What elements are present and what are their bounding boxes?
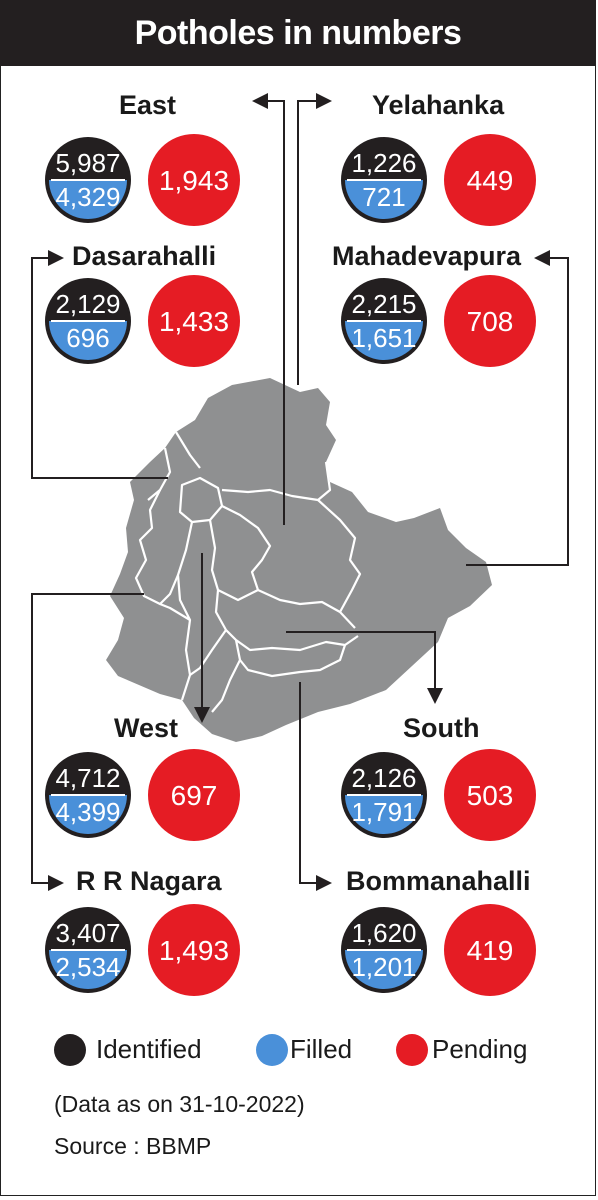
arrowhead-bommanahalli	[316, 875, 332, 891]
pending-circle	[148, 904, 240, 996]
pending-value: 1,943	[159, 165, 229, 196]
arrowhead-south	[427, 688, 443, 704]
pending-value: 503	[467, 780, 514, 811]
zone-east: 5,987 4,329 1,943	[45, 134, 240, 226]
arrowhead-mahadevapura	[534, 250, 550, 266]
pending-circle	[444, 904, 536, 996]
zone-label-bommanahalli: Bommanahalli	[346, 866, 531, 896]
arrowhead-rrnagara	[48, 875, 64, 891]
identified-value: 1,620	[351, 918, 416, 948]
zone-yelahanka: 1,226 721 449	[341, 134, 536, 226]
connector-lines	[31, 100, 569, 884]
identified-value: 5,987	[55, 148, 120, 178]
filled-value: 721	[362, 182, 405, 212]
pending-circle	[444, 275, 536, 367]
identified-value: 1,226	[351, 148, 416, 178]
title-bar	[0, 0, 596, 66]
data-date-note: (Data as on 31-10-2022)	[54, 1091, 305, 1117]
pending-circle	[148, 134, 240, 226]
zone-bommanahalli: 1,620 1,201 419	[341, 904, 536, 996]
legend-identified-label: Identified	[96, 1034, 202, 1064]
pending-value: 1,433	[159, 306, 229, 337]
zone-label-east: East	[119, 90, 177, 120]
filled-value: 1,201	[351, 952, 416, 982]
filled-value: 1,791	[351, 797, 416, 827]
legend-filled-dot	[256, 1034, 288, 1066]
identified-value: 3,407	[55, 918, 120, 948]
pending-circle	[444, 134, 536, 226]
zone-dasarahalli: 2,129 696 1,433	[45, 275, 240, 367]
identified-value: 2,215	[351, 289, 416, 319]
arrowhead-east	[252, 93, 268, 109]
legend-pending-dot	[396, 1034, 428, 1066]
page-title: Potholes in numbers	[134, 14, 462, 52]
pending-circle	[148, 275, 240, 367]
zone-label-west: West	[114, 713, 179, 743]
arrowhead-dasarahalli	[48, 250, 64, 266]
zone-label-dasarahalli: Dasarahalli	[72, 241, 217, 271]
zone-r-r-nagara: 3,407 2,534 1,493	[45, 904, 240, 996]
pending-value: 449	[467, 165, 514, 196]
filled-value: 4,329	[55, 182, 120, 212]
zone-label-yelahanka: Yelahanka	[372, 90, 505, 120]
legend-filled-label: Filled	[290, 1034, 353, 1064]
legend-identified-dot	[54, 1034, 86, 1066]
arrowhead-yelahanka	[316, 93, 332, 109]
pending-circle	[148, 749, 240, 841]
pending-value: 697	[171, 780, 218, 811]
filled-value: 4,399	[55, 797, 120, 827]
arrowhead-west	[194, 707, 210, 723]
legend-pending-label: Pending	[432, 1034, 528, 1064]
pending-value: 708	[467, 306, 514, 337]
source-note: Source : BBMP	[54, 1133, 212, 1159]
zone-borders	[134, 431, 362, 713]
zone-west: 4,712 4,399 697	[45, 749, 240, 841]
pending-value: 419	[467, 935, 514, 966]
zone-label-rrnagara: R R Nagara	[76, 866, 222, 896]
filled-value: 1,651	[351, 323, 416, 353]
identified-value: 4,712	[55, 763, 120, 793]
identified-value: 2,129	[55, 289, 120, 319]
pending-circle	[444, 749, 536, 841]
zone-south: 2,126 1,791 503	[341, 749, 536, 841]
zone-mahadevapura: 2,215 1,651 708	[341, 275, 536, 367]
pending-value: 1,493	[159, 935, 229, 966]
zone-label-mahadevapura: Mahadevapura	[332, 241, 522, 271]
filled-value: 2,534	[55, 952, 120, 982]
filled-value: 696	[66, 323, 109, 353]
zone-label-south: South	[403, 713, 480, 743]
zone-circles: 5,9874,3291,9431,2267214492,1296961,4332…	[45, 134, 536, 996]
identified-value: 2,126	[351, 763, 416, 793]
connector-arrowheads	[48, 93, 550, 891]
